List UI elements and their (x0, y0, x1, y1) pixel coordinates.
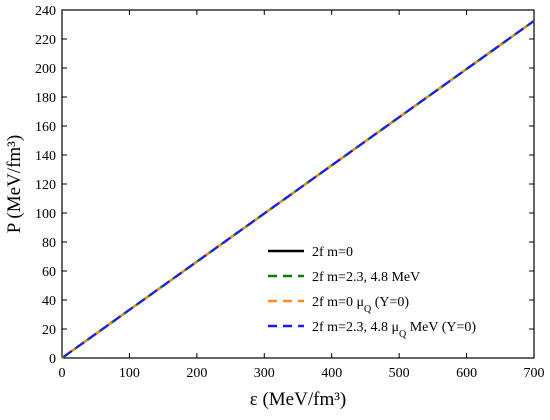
y-tick-label: 220 (35, 33, 56, 48)
y-tick-label: 60 (42, 265, 56, 280)
y-tick-label: 40 (42, 294, 56, 309)
y-tick-label: 160 (35, 120, 56, 135)
series-group (61, 19, 535, 359)
legend: 2f m=0 2f m=2.3, 4.8 MeV 2f m=0 μQ (Y=0) 2f… (268, 245, 476, 340)
x-tick-label: 100 (119, 366, 140, 381)
y-tick-label: 20 (42, 323, 56, 338)
legend-label-2: 2f m=0 μQ (Y=0) (312, 295, 409, 315)
y-axis-title: P (MeV/fm³) (4, 135, 25, 233)
y-tick-label: 120 (35, 178, 56, 193)
y-tick-label: 140 (35, 149, 56, 164)
axis-ticks: 0 100 200 300 400 500 600 700 0 20 40 60 80 100 120 140… (35, 4, 545, 381)
y-tick-label: 200 (35, 62, 56, 77)
y-tick-label: 180 (35, 91, 56, 106)
y-tick-label: 240 (35, 4, 56, 19)
x-tick-label: 0 (59, 366, 66, 381)
legend-label-3: 2f m=2.3, 4.8 μQ MeV (Y=0) (312, 320, 476, 340)
x-tick-label: 600 (456, 366, 477, 381)
y-tick-label: 80 (42, 236, 56, 251)
y-tick-label: 100 (35, 207, 56, 222)
series-line-3 (61, 19, 535, 359)
x-tick-label: 400 (321, 366, 342, 381)
legend-label-0: 2f m=0 (312, 245, 353, 260)
x-tick-label: 200 (186, 366, 207, 381)
y-tick-label: 0 (49, 352, 56, 367)
x-axis-title: ε (MeV/fm³) (250, 389, 347, 410)
x-tick-label: 700 (524, 366, 545, 381)
legend-label-1: 2f m=2.3, 4.8 MeV (312, 270, 420, 285)
plot-frame (61, 9, 535, 359)
x-tick-label: 500 (389, 366, 410, 381)
x-tick-label: 300 (254, 366, 275, 381)
